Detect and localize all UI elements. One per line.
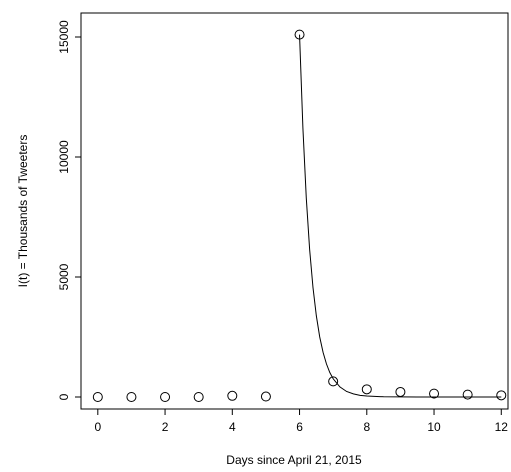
- data-point: [160, 392, 171, 402]
- data-point: [496, 390, 507, 401]
- x-axis-label: Days since April 21, 2015: [226, 453, 362, 467]
- data-point: [395, 386, 406, 397]
- data-point: [260, 391, 271, 402]
- data-point: [126, 392, 137, 402]
- plot-frame: [80, 12, 509, 410]
- data-point: [462, 389, 473, 400]
- fitted-curve: [299, 34, 502, 398]
- x-tick-label: 0: [94, 420, 101, 434]
- data-point: [361, 384, 372, 395]
- y-tick-label: 0: [57, 393, 71, 400]
- x-tick-label: 10: [427, 420, 441, 434]
- data-point: [92, 392, 103, 402]
- x-tick-label: 2: [162, 420, 169, 434]
- y-tick-label: 15000: [57, 20, 71, 54]
- x-tick-label: 6: [296, 420, 303, 434]
- y-axis-label: I(t) = Thousands of Tweeters: [16, 135, 30, 288]
- plot-area: [92, 29, 507, 402]
- x-tick-label: 8: [363, 420, 370, 434]
- data-point: [328, 376, 339, 387]
- y-tick-label: 10000: [57, 140, 71, 174]
- y-tick-label: 5000: [57, 263, 71, 290]
- x-axis: 0 2 4 6 8 10 12: [94, 409, 508, 434]
- data-point: [193, 392, 204, 402]
- x-tick-label: 12: [495, 420, 509, 434]
- y-axis: 0 5000 10000 15000: [57, 20, 81, 400]
- data-point: [429, 388, 440, 399]
- data-point: [227, 390, 238, 401]
- x-tick-label: 4: [229, 420, 236, 434]
